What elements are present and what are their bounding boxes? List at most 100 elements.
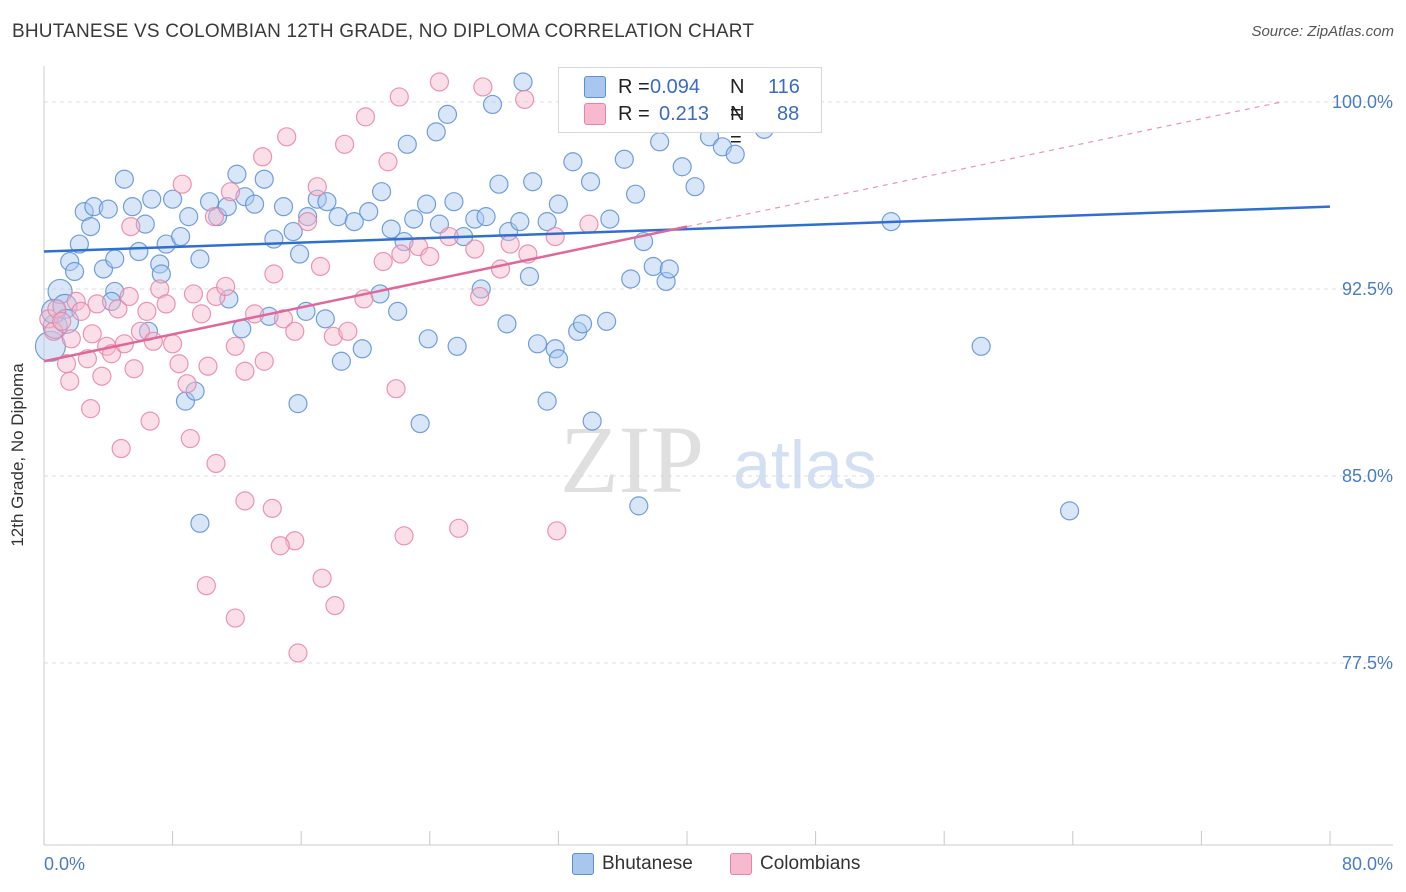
colombian-point xyxy=(277,127,297,147)
bhutanese-point xyxy=(510,212,530,232)
colombian-point xyxy=(338,321,358,341)
bhutanese-point xyxy=(672,157,692,177)
colombian-point xyxy=(515,89,535,110)
bhutanese-point xyxy=(217,197,237,217)
colombian-point xyxy=(71,301,91,321)
colombian-point xyxy=(470,286,490,307)
bhutanese-point xyxy=(151,264,171,284)
y-tick-label: 77.5% xyxy=(1342,653,1393,673)
bhutanese-point xyxy=(418,329,438,349)
bhutanese-point xyxy=(527,334,548,354)
bhutanese-point xyxy=(135,214,155,234)
bhutanese-point xyxy=(244,194,265,214)
legend-swatch-bhutanese xyxy=(584,76,606,98)
legend-n-label: N = xyxy=(730,76,745,124)
colombian-point xyxy=(307,177,327,197)
legend-r-label: R = xyxy=(618,103,650,125)
bhutanese-point xyxy=(381,219,401,239)
bhutanese-point xyxy=(179,207,199,227)
bhutanese-point xyxy=(482,94,503,115)
bhutanese-point xyxy=(513,72,533,92)
bhutanese-point xyxy=(614,149,634,169)
watermark-atlas: atlas xyxy=(733,427,877,503)
colombian-point xyxy=(429,72,450,92)
bhutanese-point xyxy=(190,513,210,533)
bhutanese-point xyxy=(98,199,118,219)
colombian-point xyxy=(172,174,192,194)
bhutanese-point xyxy=(60,251,80,272)
bhutanese-point xyxy=(142,189,162,209)
bhutanese-point xyxy=(371,182,392,202)
colombian-point xyxy=(288,643,308,663)
colombian-point xyxy=(156,294,176,314)
colombian-trend-line xyxy=(43,225,688,363)
colombian-point xyxy=(262,498,282,518)
legend-n-value: 116 xyxy=(768,76,800,98)
colombian-point xyxy=(60,371,80,391)
bhutanese-point xyxy=(629,496,649,516)
colombian-point xyxy=(204,207,224,227)
legend-swatch-colombians xyxy=(584,103,606,125)
x-tick-label: 0.0% xyxy=(44,854,85,874)
bhutanese-point xyxy=(129,241,149,262)
bhutanese-trend-line xyxy=(43,205,1331,253)
bhutanese-point xyxy=(190,249,210,269)
colombian-point xyxy=(235,491,255,511)
bhutanese-point xyxy=(1059,501,1080,521)
colombian-point xyxy=(420,246,440,267)
colombian-point xyxy=(143,331,163,351)
colombian-point xyxy=(378,152,398,172)
colombian-point xyxy=(111,438,131,459)
colombian-point xyxy=(285,531,305,551)
bottom-legend-swatch xyxy=(572,853,594,875)
x-tick-label: 80.0% xyxy=(1342,854,1393,874)
stats-legend: R = 0.094 N = 116 R = 0.213 N = 88 xyxy=(558,67,822,151)
colombian-point xyxy=(81,399,101,419)
bhutanese-point xyxy=(394,231,414,252)
colombian-point xyxy=(235,361,255,381)
colombian-point xyxy=(140,411,160,431)
colombian-point xyxy=(270,536,290,556)
bhutanese-point xyxy=(523,172,543,192)
bhutanese-point xyxy=(621,269,641,289)
watermark-zip: ZIP xyxy=(560,406,704,513)
colombian-point xyxy=(87,294,107,314)
colombian-point xyxy=(137,301,157,321)
bhutanese-point xyxy=(476,207,496,227)
bhutanese-point xyxy=(410,413,430,434)
bhutanese-point xyxy=(273,197,294,217)
bhutanese-point xyxy=(289,244,310,264)
colombian-point xyxy=(325,596,345,616)
bhutanese-point xyxy=(344,212,364,232)
bhutanese-point xyxy=(548,349,569,369)
colombian-point xyxy=(579,214,599,234)
bhutanese-point xyxy=(69,234,89,254)
bhutanese-point xyxy=(643,256,663,277)
bhutanese-point xyxy=(971,336,991,356)
bhutanese-point xyxy=(163,189,183,209)
bhutanese-point xyxy=(572,314,593,334)
colombian-point xyxy=(61,329,81,349)
bhutanese-point xyxy=(101,291,122,312)
legend-r-value: 0.094 xyxy=(650,76,701,98)
bhutanese-point xyxy=(47,278,73,305)
bhutanese-point xyxy=(416,194,437,214)
colombian-point xyxy=(66,291,86,312)
colombian-point xyxy=(323,326,343,346)
legend-r-value: 0.213 xyxy=(659,103,710,125)
colombian-point xyxy=(389,87,409,107)
bhutanese-point xyxy=(597,311,617,331)
bottom-legend-label: Colombians xyxy=(760,853,861,874)
bhutanese-point xyxy=(582,411,602,431)
bhutanese-point xyxy=(264,229,284,249)
grid-lines xyxy=(44,101,1390,664)
colombian-point xyxy=(92,366,112,386)
colombian-point xyxy=(121,217,141,237)
bhutanese-point xyxy=(465,209,485,229)
bhutanese-point xyxy=(199,192,220,212)
colombian-point xyxy=(225,608,245,628)
bhutanese-point xyxy=(444,192,464,212)
colombian-point xyxy=(216,276,236,297)
axes xyxy=(43,66,1393,846)
colombian-point xyxy=(196,576,216,596)
